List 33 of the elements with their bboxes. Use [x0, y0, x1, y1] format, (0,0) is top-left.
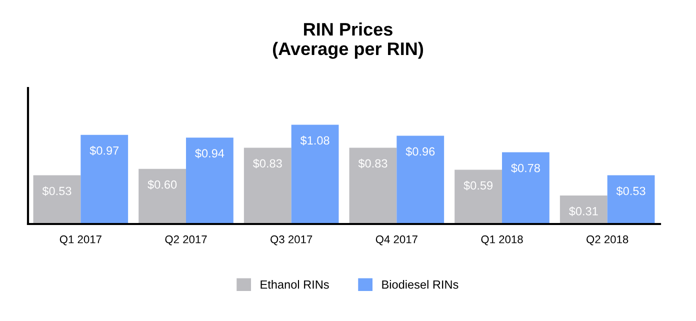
x-tick-label: Q2 2018 [586, 235, 628, 246]
data-label: $0.83 [252, 158, 282, 168]
x-tick-label: Q1 2017 [60, 235, 102, 246]
data-label: $0.59 [464, 180, 493, 190]
bar [454, 170, 502, 224]
bar [349, 148, 397, 224]
bar [502, 152, 550, 224]
data-label: $0.60 [148, 180, 177, 190]
bar [80, 134, 128, 224]
x-tick-label: Q2 2017 [165, 235, 207, 246]
data-label: $0.94 [195, 148, 224, 158]
data-label: $0.31 [568, 206, 598, 216]
bar [33, 175, 81, 224]
bar [396, 136, 444, 224]
data-label: $0.96 [406, 146, 435, 156]
data-label: $0.97 [90, 146, 119, 156]
data-label: $0.53 [616, 186, 646, 196]
data-label: $0.53 [42, 186, 72, 196]
bar [138, 168, 186, 224]
legend-label: Ethanol RINs [260, 280, 329, 289]
data-label: $1.08 [300, 136, 330, 146]
x-tick-label: Q4 2017 [376, 235, 418, 246]
data-label: $0.78 [511, 163, 540, 173]
bar [560, 196, 608, 224]
bar [244, 148, 292, 224]
bar [607, 175, 655, 224]
bar [186, 138, 234, 224]
chart-title: RIN Prices (Average per RIN) [272, 22, 424, 59]
x-tick-label: Q1 2018 [481, 235, 523, 246]
data-label: $0.83 [358, 158, 388, 168]
legend-label: Biodiesel RINs [382, 280, 458, 289]
x-tick-label: Q3 2017 [270, 235, 312, 246]
bar [291, 124, 339, 224]
